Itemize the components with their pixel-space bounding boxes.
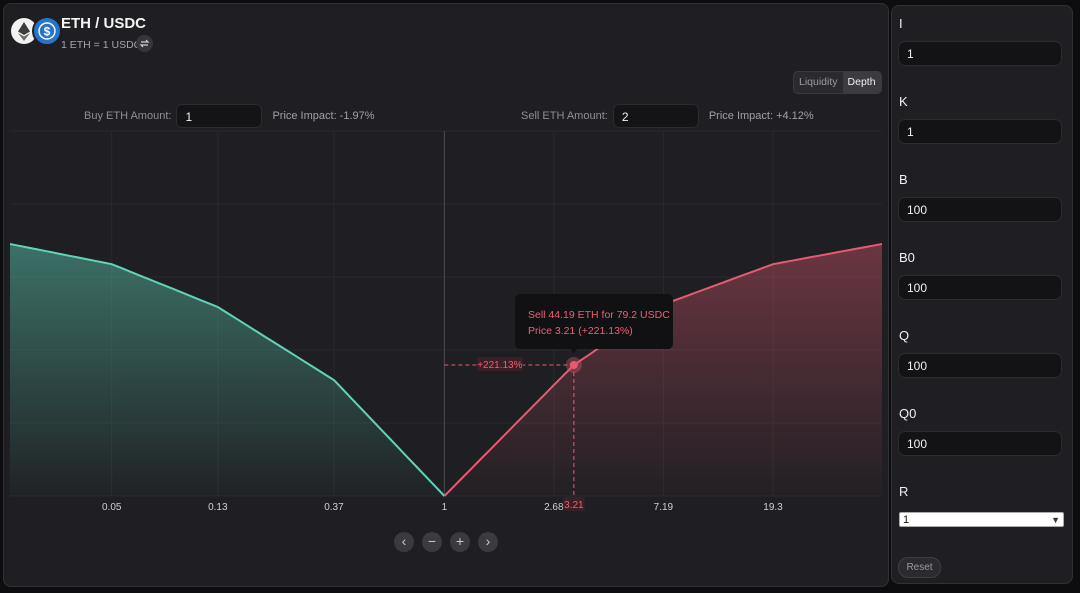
param-input-b[interactable]: 100	[898, 197, 1062, 222]
chevron-left-icon[interactable]: ‹	[394, 532, 414, 552]
buy-depth-line	[9, 243, 446, 497]
sell-amount-row: Sell ETH Amount: 2 Price Impact: +4.12%	[521, 102, 814, 130]
param-label-k: K	[899, 94, 908, 109]
param-label-q0: Q0	[899, 406, 917, 421]
param-label-i: I	[899, 16, 903, 31]
x-tick-label: 7.19	[654, 502, 674, 513]
x-tick-label: 0.13	[208, 502, 228, 513]
depth-chart-panel: 0.05 0.13 0.37 1 2.68 7.19 19.3 +221.13% 3.21 $ …	[3, 3, 889, 587]
tooltip-price-line: Price 3.21 (+221.13%)	[528, 325, 633, 337]
minus-icon[interactable]: −	[422, 532, 442, 552]
view-toggle: Liquidity Depth	[793, 71, 882, 94]
pair-rate: 1 ETH = 1 USDC	[61, 39, 142, 51]
buy-price-impact: Price Impact: -1.97%	[272, 110, 375, 122]
hover-point	[569, 360, 578, 369]
x-tick-label: 19.3	[763, 502, 783, 513]
usdc-logo-icon: $	[32, 16, 62, 46]
param-label-b: B	[899, 172, 908, 187]
param-select-r-value: 1	[903, 514, 910, 526]
tab-liquidity[interactable]: Liquidity	[799, 76, 838, 88]
chevron-right-icon[interactable]: ›	[478, 532, 498, 552]
swap-direction-icon[interactable]	[136, 35, 153, 52]
param-select-r[interactable]: 1 ▼	[899, 512, 1064, 527]
crosshair-y-label: +221.13%	[477, 360, 522, 371]
sell-amount-input[interactable]: 2	[612, 104, 699, 128]
svg-text:$: $	[44, 25, 51, 39]
x-tick-label: 2.68	[544, 502, 564, 513]
sell-price-impact: Price Impact: +4.12%	[708, 110, 814, 122]
sell-amount-label: Sell ETH Amount:	[521, 110, 608, 122]
tab-depth[interactable]: Depth	[842, 72, 881, 93]
pair-title: ETH / USDC	[61, 15, 147, 32]
param-label-r: R	[899, 484, 909, 499]
param-input-q0[interactable]: 100	[898, 431, 1062, 456]
reset-button[interactable]: Reset	[898, 557, 941, 578]
param-input-i[interactable]: 1	[898, 41, 1062, 66]
param-label-b0: B0	[899, 250, 915, 265]
buy-amount-input[interactable]: 1	[176, 104, 263, 128]
buy-amount-row: Buy ETH Amount: 1 Price Impact: -1.97%	[84, 102, 375, 130]
pair-logos: $	[11, 16, 63, 48]
param-input-k[interactable]: 1	[898, 119, 1062, 144]
crosshair-x-label: 3.21	[564, 500, 584, 511]
x-tick-label: 0.37	[324, 502, 344, 513]
eth-logo-icon	[11, 18, 37, 44]
param-input-b0[interactable]: 100	[898, 275, 1062, 300]
x-tick-label: 0.05	[102, 502, 122, 513]
crosshair-x-label-bg	[562, 497, 585, 511]
param-label-q: Q	[899, 328, 910, 343]
plus-icon[interactable]: +	[450, 532, 470, 552]
depth-chart[interactable]: 0.05 0.13 0.37 1 2.68 7.19 19.3 +221.13% 3.21	[4, 4, 888, 586]
chevron-down-icon: ▼	[1051, 515, 1060, 525]
param-input-q[interactable]: 100	[898, 353, 1062, 378]
buy-amount-label: Buy ETH Amount:	[84, 110, 172, 122]
crosshair-y-label-bg	[476, 356, 523, 371]
tooltip-trade-line: Sell 44.19 ETH for 79.2 USDC	[528, 309, 670, 321]
chart-tooltip: Sell 44.19 ETH for 79.2 USDC Price 3.21 …	[515, 294, 673, 349]
sell-depth-area	[444, 244, 882, 496]
buy-depth-area	[10, 244, 445, 496]
pool-params-panel: I 1 K 1 B 100 B0 100 Q 100 Q0 100 R 1 ▼ …	[891, 5, 1073, 584]
x-tick-label: 1	[442, 502, 448, 513]
